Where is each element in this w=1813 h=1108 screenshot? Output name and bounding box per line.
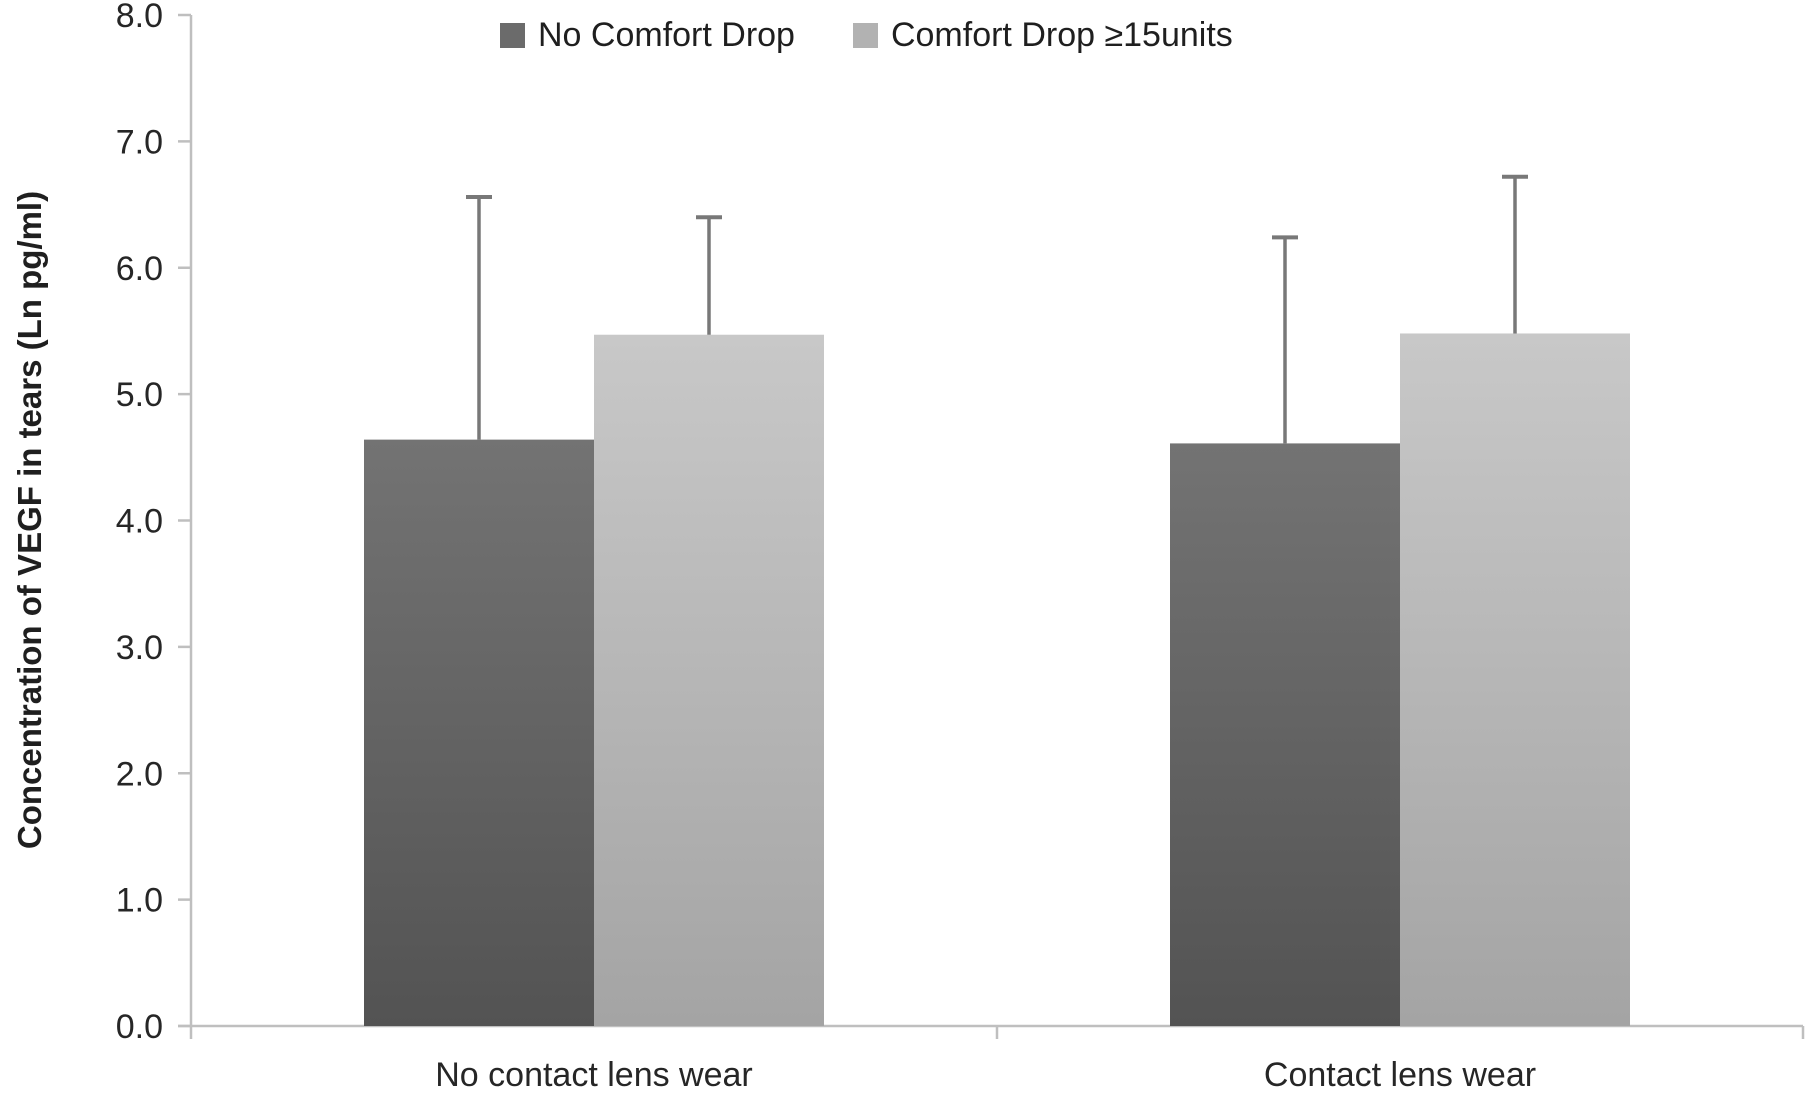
y-tick-label-5.0: 5.0	[116, 376, 163, 414]
legend-swatch-icon	[500, 23, 525, 48]
y-tick-label-1.0: 1.0	[116, 882, 163, 920]
axis-labels: 0.0 1.0 2.0 3.0 4.0 5.0 6.0 7.0 8.0 No contact le…	[116, 0, 1536, 1094]
x-category-label-contact-lens-wear: Contact lens wear	[1264, 1056, 1536, 1094]
legend: No Comfort Drop Comfort Drop ≥15units	[500, 16, 1233, 55]
y-tick-label-3.0: 3.0	[116, 629, 163, 667]
error-bars	[466, 174, 1528, 444]
bars	[364, 333, 1630, 1027]
y-tick-label-6.0: 6.0	[116, 250, 163, 288]
x-category-label-no-contact-lens-wear: No contact lens wear	[435, 1056, 753, 1094]
y-tick-label-0.0: 0.0	[116, 1008, 163, 1046]
bar-no-comfort-drop-contact-lens-wear	[1170, 443, 1400, 1026]
legend-item-comfort-drop-15units: Comfort Drop ≥15units	[852, 16, 1233, 55]
bar-comfort-drop-15units-no-contact-lens-wear	[594, 334, 824, 1026]
legend-label: Comfort Drop ≥15units	[890, 16, 1233, 54]
y-tick-label-2.0: 2.0	[116, 755, 163, 793]
bar-comfort-drop-15units-contact-lens-wear	[1400, 333, 1630, 1027]
legend-label: No Comfort Drop	[538, 16, 795, 54]
y-tick-label-7.0: 7.0	[116, 123, 163, 161]
y-tick-label-8.0: 8.0	[116, 0, 163, 35]
legend-swatch-icon	[852, 23, 878, 48]
bar-no-comfort-drop-no-contact-lens-wear	[364, 439, 594, 1026]
legend-item-no-comfort-drop: No Comfort Drop	[500, 16, 795, 55]
y-tick-label-4.0: 4.0	[116, 503, 163, 541]
